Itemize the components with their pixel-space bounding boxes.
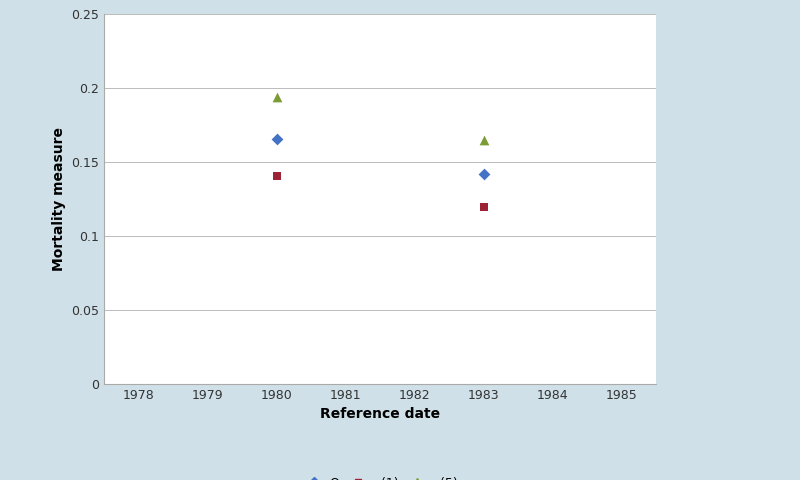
Point — [477, 136, 490, 144]
X-axis label: Reference date: Reference date — [320, 408, 440, 421]
Point — [270, 135, 283, 143]
Point — [477, 203, 490, 210]
Point — [270, 172, 283, 180]
Point — [477, 170, 490, 178]
Point — [270, 93, 283, 101]
Y-axis label: Mortality measure: Mortality measure — [51, 127, 66, 271]
Legend: Q, q(1), q(5): Q, q(1), q(5) — [297, 471, 463, 480]
